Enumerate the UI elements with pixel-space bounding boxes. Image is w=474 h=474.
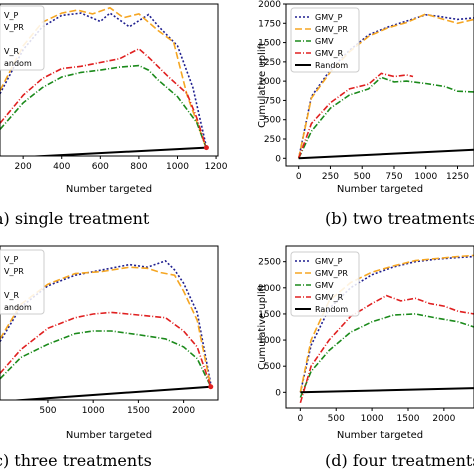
legend-box [0, 5, 45, 71]
y-tick-label: 0 [275, 154, 281, 164]
legend-label: V_PR [4, 267, 24, 276]
x-tick-label: 0 [297, 414, 303, 424]
x-tick-label: 1200 [205, 162, 228, 172]
x-axis-label: Number targeted [66, 184, 152, 195]
series-line-gmv-pr [299, 254, 474, 393]
x-tick-label: 500 [39, 406, 56, 416]
x-tick-label: 500 [328, 414, 345, 424]
legend-label: Random [315, 61, 348, 70]
legend-label: GMV_P [315, 257, 343, 266]
series-line-gmv-r [0, 311, 212, 387]
legend-label: GMV [315, 37, 334, 46]
x-tick-label: 1500 [127, 406, 150, 416]
legend-label: GMV_P [315, 13, 343, 22]
panel-caption: (d) four treatments [325, 451, 474, 470]
x-tick-label: 2000 [172, 406, 195, 416]
x-axis-label: Number targeted [337, 430, 423, 441]
series-line-gmv [0, 330, 212, 388]
plot-frame [0, 3, 219, 157]
panel-caption: c) three treatments [0, 451, 152, 470]
series-line-random [298, 148, 474, 160]
panel-4: 0 500 1000 1500 2000 0 500 1000 1500 2000 2500 Numb… [257, 245, 474, 470]
legend-label: andom [4, 59, 32, 68]
legend: V_P V_PR V_Random [0, 249, 45, 315]
y-tick-label: 1250 [258, 58, 281, 68]
x-tick-label: 200 [15, 162, 32, 172]
panel-3: 500 1000 1500 2000 Number targeted V_P V_PR V_R… [0, 245, 219, 470]
x-tick-label: 1250 [446, 172, 469, 182]
y-tick-label: 0 [275, 388, 281, 398]
x-tick-label: 250 [322, 172, 339, 182]
x-axis-label: Number targeted [66, 430, 152, 441]
x-tick-label: 2000 [432, 414, 455, 424]
legend-label: Random [315, 305, 348, 314]
series-line-gmv-p [297, 13, 474, 159]
x-tick-label: 1000 [361, 414, 384, 424]
y-tick-label: 500 [264, 116, 281, 126]
y-tick-label: 1500 [258, 39, 281, 49]
series-line-gmv-pr [297, 13, 474, 159]
x-tick-label: 1500 [397, 414, 420, 424]
y-tick-label: 2500 [258, 258, 281, 268]
plot-frame [285, 245, 474, 409]
x-tick-label: 400 [53, 162, 70, 172]
x-axis-label: Number targeted [337, 184, 423, 195]
y-tick-label: 750 [264, 96, 281, 106]
legend-label: GMV [315, 281, 334, 290]
legend-label: V_P [4, 255, 18, 264]
legend-label: GMV_R [315, 293, 344, 302]
y-tick-label: 2000 [258, 284, 281, 294]
legend-label: GMV_PR [315, 269, 348, 278]
legend: GMV_P GMV_PR GMV GMV_R Random [290, 7, 360, 73]
series-line-random [8, 385, 211, 400]
y-tick-label: 500 [264, 362, 281, 372]
x-tick-label: 800 [130, 162, 147, 172]
series-line-gmv [297, 76, 474, 159]
legend-box [290, 251, 360, 317]
series-line-gmv [0, 64, 208, 149]
legend-label: andom [4, 303, 32, 312]
legend-label: GMV_PR [315, 25, 348, 34]
legend-label: V_PR [4, 23, 24, 32]
panel-2: 0 250 500 750 1000 1250 0 250 500 750 1000 1250 1500… [257, 0, 474, 228]
plot-frame [0, 245, 219, 401]
y-axis-label: Cumulative uplift [257, 284, 268, 370]
plot-frame [285, 3, 474, 167]
series-line-gmv-p [0, 12, 208, 148]
y-tick-label: 1750 [258, 19, 281, 29]
legend: V_P V_PR V_Random [0, 5, 45, 71]
series-line-random [300, 387, 474, 394]
x-tick-label: 1000 [82, 406, 105, 416]
y-axis-label: Cumulative uplift [257, 42, 268, 128]
x-tick-label: 750 [385, 172, 402, 182]
series-line-gmv-r [297, 72, 414, 159]
x-tick-label: 500 [354, 172, 371, 182]
x-tick-label: 1000 [166, 162, 189, 172]
legend-box [0, 249, 45, 315]
y-tick-label: 1500 [258, 310, 281, 320]
series-line-random [25, 146, 207, 156]
x-tick-label: 600 [92, 162, 109, 172]
panel-caption: (b) two treatments [325, 209, 474, 228]
y-tick-label: 2000 [258, 0, 281, 10]
series-line-gmv [299, 313, 474, 398]
convergence-point [203, 145, 209, 151]
legend: GMV_P GMV_PR GMV GMV_R Random [290, 251, 360, 317]
x-tick-label: 1000 [414, 172, 437, 182]
legend-label: GMV_R [315, 49, 344, 58]
y-tick-label: 250 [264, 135, 281, 145]
y-tick-label: 1000 [258, 336, 281, 346]
y-tick-label: 1000 [258, 77, 281, 87]
legend-box [290, 7, 360, 73]
convergence-point [208, 384, 214, 390]
legend-label: V_R [4, 47, 19, 56]
panel-caption: a) single treatment [0, 209, 150, 228]
legend-label: V_P [4, 11, 18, 20]
x-tick-label: 0 [296, 172, 302, 182]
legend-label: V_R [4, 291, 19, 300]
